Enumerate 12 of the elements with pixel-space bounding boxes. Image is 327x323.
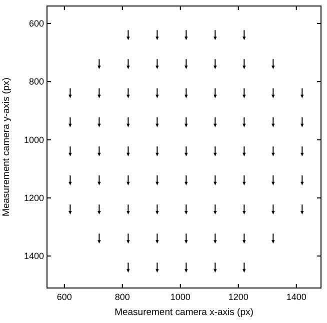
y-tick-label: 1000: [24, 134, 44, 145]
y-tick-label: 1400: [24, 251, 44, 262]
x-tick-label: 600: [56, 292, 72, 302]
x-tick-label: 1400: [286, 292, 306, 302]
y-axis-title: Measurement camera y-axis (px): [1, 78, 12, 216]
x-tick-label: 1200: [228, 292, 248, 302]
x-tick-label: 1000: [170, 292, 190, 302]
x-axis-title: Measurement camera x-axis (px): [114, 307, 254, 318]
y-tick-label: 600: [28, 18, 44, 29]
y-tick-label: 1200: [24, 193, 44, 204]
x-tick-label: 800: [114, 292, 130, 302]
y-tick-label: 800: [28, 76, 44, 87]
